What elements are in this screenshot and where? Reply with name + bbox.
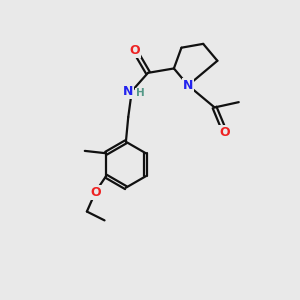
Text: O: O xyxy=(90,186,101,199)
Text: O: O xyxy=(219,126,230,139)
Text: H: H xyxy=(136,88,144,98)
Text: N: N xyxy=(183,79,193,92)
Text: N: N xyxy=(123,85,134,98)
Text: O: O xyxy=(129,44,140,57)
